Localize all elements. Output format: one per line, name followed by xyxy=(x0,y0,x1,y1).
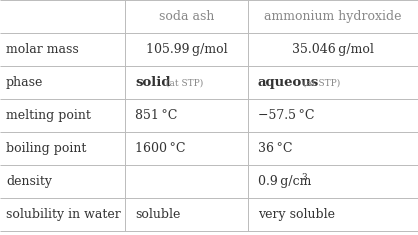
Text: solid: solid xyxy=(135,76,171,89)
Text: ammonium hydroxide: ammonium hydroxide xyxy=(264,10,402,23)
Text: 3: 3 xyxy=(301,173,307,182)
Text: 36 °C: 36 °C xyxy=(258,142,293,155)
Text: molar mass: molar mass xyxy=(6,43,79,56)
Text: phase: phase xyxy=(6,76,43,89)
Text: soluble: soluble xyxy=(135,208,181,221)
Text: soda ash: soda ash xyxy=(159,10,214,23)
Text: (at STP): (at STP) xyxy=(300,79,340,88)
Text: (at STP): (at STP) xyxy=(163,79,203,88)
Text: 105.99 g/mol: 105.99 g/mol xyxy=(146,43,227,56)
Text: −57.5 °C: −57.5 °C xyxy=(258,109,314,122)
Text: melting point: melting point xyxy=(6,109,91,122)
Text: 851 °C: 851 °C xyxy=(135,109,177,122)
Text: density: density xyxy=(6,175,52,188)
Text: very soluble: very soluble xyxy=(258,208,335,221)
Text: aqueous: aqueous xyxy=(258,76,319,89)
Text: boiling point: boiling point xyxy=(6,142,87,155)
Text: solubility in water: solubility in water xyxy=(6,208,121,221)
Text: 1600 °C: 1600 °C xyxy=(135,142,186,155)
Text: 0.9 g/cm: 0.9 g/cm xyxy=(258,175,311,188)
Text: 35.046 g/mol: 35.046 g/mol xyxy=(292,43,374,56)
